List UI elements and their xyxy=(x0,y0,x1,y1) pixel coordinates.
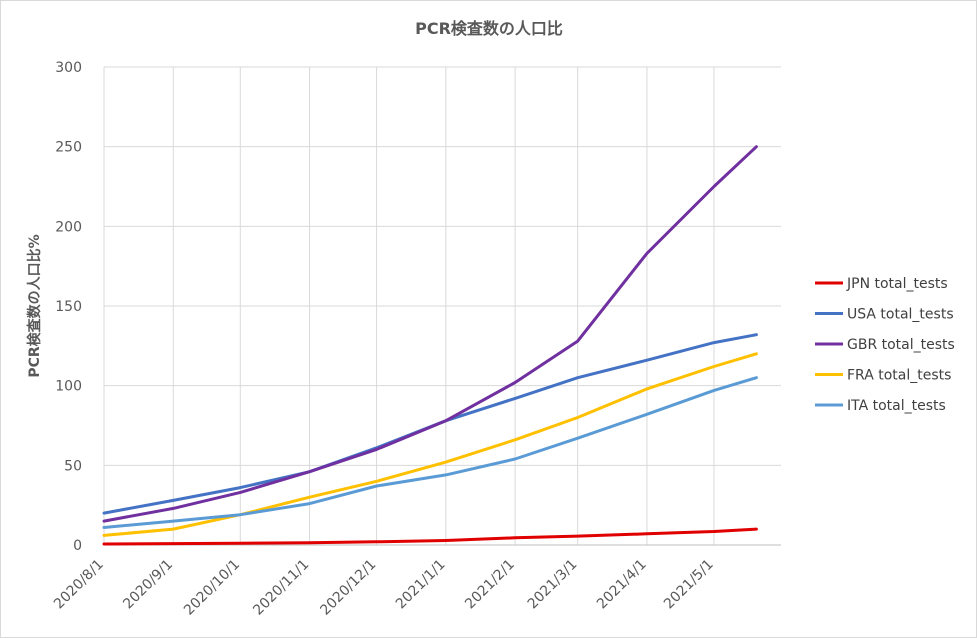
axes xyxy=(103,67,781,546)
x-tick-label: 2021/1/1 xyxy=(393,557,449,613)
legend-item: GBR total_tests xyxy=(815,337,955,353)
y-tick-label: 0 xyxy=(73,538,82,554)
chart-title: PCR検査数の人口比 xyxy=(415,19,563,38)
legend-item: JPN total_tests xyxy=(815,276,948,292)
y-tick-label: 150 xyxy=(55,299,82,315)
x-tick-label: 2021/2/1 xyxy=(462,557,518,613)
x-tick-label: 2020/10/1 xyxy=(181,557,243,619)
legend: JPN total_tests USA total_tests GBR total_… xyxy=(815,276,955,414)
y-axis-ticks: 0 50 100 150 200 250 300 xyxy=(55,60,82,554)
series-line xyxy=(102,145,758,523)
y-tick-label: 300 xyxy=(55,60,82,76)
y-axis-label: PCR検査数の人口比% xyxy=(26,234,43,377)
y-tick-label: 50 xyxy=(64,458,82,474)
legend-label: JPN total_tests xyxy=(846,276,948,292)
legend-item: FRA total_tests xyxy=(815,368,951,384)
series-line xyxy=(102,352,758,537)
legend-label: ITA total_tests xyxy=(847,398,946,414)
y-tick-label: 200 xyxy=(55,219,82,235)
gridlines xyxy=(104,66,781,545)
x-tick-label: 2021/3/1 xyxy=(525,557,581,613)
legend-item: ITA total_tests xyxy=(815,398,946,414)
x-tick-label: 2020/9/1 xyxy=(120,557,176,613)
series-line xyxy=(102,333,758,515)
series-lines xyxy=(102,145,758,546)
series-line xyxy=(102,376,758,529)
legend-label: USA total_tests xyxy=(847,307,954,323)
x-tick-label: 2021/4/1 xyxy=(594,557,650,613)
x-tick-label: 2021/5/1 xyxy=(661,557,717,613)
series-line xyxy=(102,527,758,546)
legend-label: GBR total_tests xyxy=(847,337,955,353)
x-tick-label: 2020/8/1 xyxy=(51,557,107,613)
y-tick-label: 100 xyxy=(55,379,82,395)
x-tick-label: 2020/11/1 xyxy=(250,557,312,619)
x-axis-ticks: 2020/8/1 2020/9/1 2020/10/1 2020/11/1 2020/1… xyxy=(51,557,717,619)
y-tick-label: 250 xyxy=(55,140,82,156)
x-tick-label: 2020/12/1 xyxy=(317,557,379,619)
legend-label: FRA total_tests xyxy=(847,368,951,384)
legend-item: USA total_tests xyxy=(815,307,954,323)
